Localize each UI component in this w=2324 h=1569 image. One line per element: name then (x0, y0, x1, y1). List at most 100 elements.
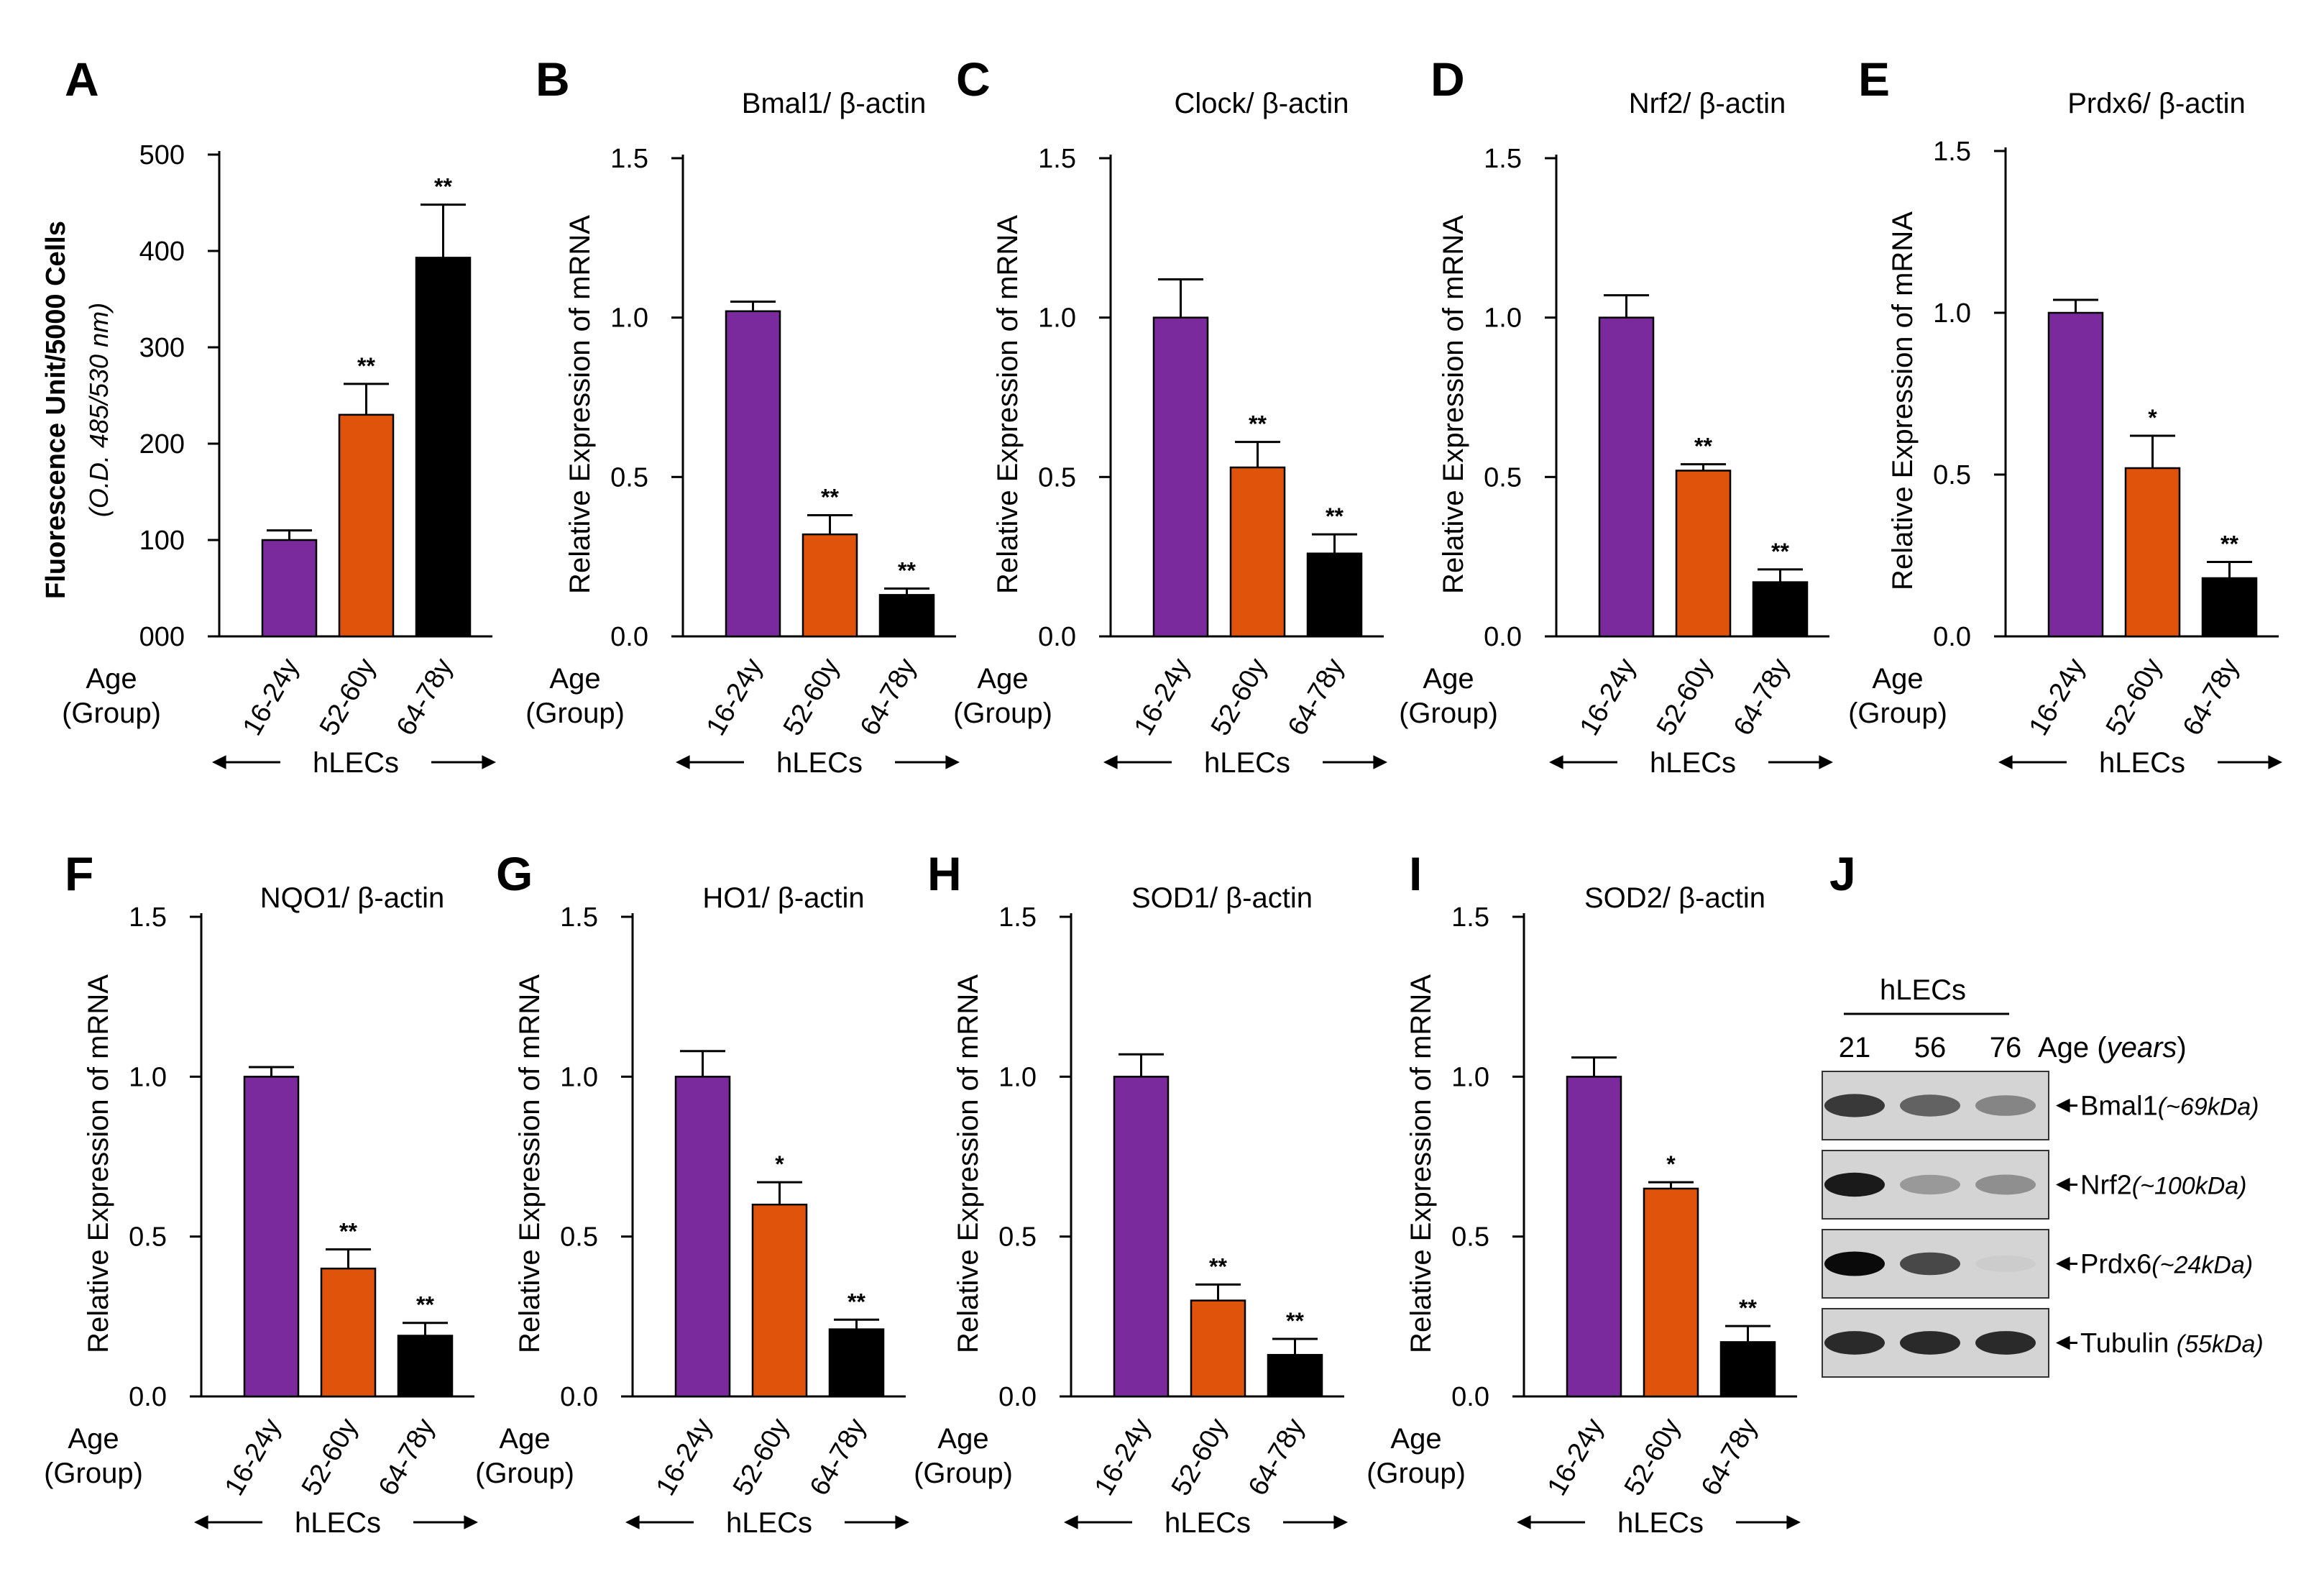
age-label: Age (499, 1423, 550, 1455)
y-axis-label: Relative Expression of mRNA (514, 974, 546, 1353)
lane-age-label: 76 (1990, 1032, 2022, 1063)
bar-64-78y (1306, 552, 1363, 638)
left-arrow-icon (625, 1515, 640, 1529)
significance-marker: ** (339, 1218, 357, 1244)
panel-label: B (536, 52, 570, 106)
group-label: (Group) (475, 1458, 574, 1489)
y-tick-label: 000 (139, 622, 185, 652)
y-tick-label: 0.5 (610, 462, 648, 493)
bar-16-24y (1598, 316, 1655, 638)
y-tick-label: 1.0 (1038, 303, 1076, 334)
y-axis-sublabel: (O.D. 485/530 nm) (84, 303, 114, 517)
left-arrow-icon (1517, 1515, 1531, 1529)
age-close-text: ) (2177, 1032, 2186, 1063)
y-tick-label: 300 (139, 333, 185, 363)
age-years-label: Age (years) (2038, 1032, 2187, 1063)
protein-size: (~69kDa) (2158, 1094, 2259, 1121)
y-tick-label: 0.5 (1484, 462, 1522, 493)
bar-64-78y (1267, 1353, 1323, 1398)
age-label-text: Age ( (2038, 1032, 2107, 1063)
y-axis-label: Relative Expression of mRNA (1438, 215, 1469, 594)
group-label: (Group) (1848, 697, 1947, 729)
y-tick-label: 1.0 (1484, 303, 1522, 334)
protein-size: (~100kDa) (2132, 1173, 2247, 1200)
group-label: (Group) (953, 697, 1052, 729)
band-arrow-icon (2056, 1177, 2070, 1192)
significance-marker: ** (848, 1289, 865, 1314)
cell-type-label: hLECs (1204, 747, 1290, 779)
y-tick-label: 1.5 (1451, 902, 1489, 933)
blot-band (1900, 1252, 1960, 1276)
protein-name: Nrf2 (2080, 1171, 2132, 1201)
significance-marker: ** (821, 485, 839, 511)
y-tick-label: 0.5 (1933, 460, 1971, 490)
left-arrow-icon (194, 1515, 208, 1529)
y-axis-label: Relative Expression of mRNA (992, 215, 1024, 594)
significance-marker: ** (1209, 1253, 1227, 1279)
protein-name: Tubulin (2080, 1329, 2177, 1359)
y-tick-label: 1.0 (998, 1062, 1037, 1092)
y-axis-label: Relative Expression of mRNA (952, 974, 984, 1353)
y-tick-label: 100 (139, 526, 185, 556)
chart-title: SOD2/ β-actin (1584, 882, 1765, 914)
bar-52-60y (1190, 1299, 1246, 1398)
significance-marker: ** (1739, 1295, 1757, 1321)
protein-name: Prdx6 (2080, 1250, 2151, 1280)
bar-64-78y (415, 257, 472, 638)
y-axis-label: Relative Expression of mRNA (1405, 974, 1437, 1353)
age-label: Age (68, 1423, 119, 1455)
bar-64-78y (828, 1328, 885, 1398)
left-arrow-icon (1064, 1515, 1078, 1529)
left-arrow-icon (1103, 755, 1118, 769)
panel-label: G (496, 847, 533, 900)
y-tick-label: 1.5 (998, 902, 1037, 933)
blot-band (1900, 1094, 1960, 1117)
chart-title: NQO1/ β-actin (260, 882, 444, 914)
right-arrow-icon (1786, 1515, 1801, 1529)
bar-16-24y (1113, 1076, 1170, 1398)
blot-band (1900, 1174, 1960, 1195)
y-tick-label: 1.0 (129, 1062, 167, 1092)
significance-marker: ** (434, 174, 452, 200)
cell-type-label: hLECs (295, 1507, 381, 1539)
significance-marker: ** (1249, 411, 1267, 437)
bar-16-24y (1152, 316, 1209, 638)
significance-marker: ** (416, 1292, 434, 1318)
significance-marker: ** (1694, 434, 1712, 459)
bar-16-24y (2047, 311, 2104, 638)
bar-16-24y (243, 1076, 300, 1398)
blot-band (1975, 1095, 2036, 1116)
cell-type-label: hLECs (776, 747, 863, 779)
band-label: Tubulin (55kDa) (2080, 1329, 2264, 1359)
age-label: Age (937, 1423, 988, 1455)
chart-panel-f: F NQO1/ β-actin 0.0 0.5 1.0 1.5 Relative Expre… (44, 847, 478, 1539)
bar-16-24y (674, 1076, 731, 1398)
y-tick-label: 1.5 (129, 902, 167, 933)
significance-marker: ** (1771, 539, 1789, 564)
y-tick-label: 1.0 (1451, 1062, 1489, 1092)
y-tick-label: 0.0 (1933, 622, 1971, 652)
y-tick-label: 1.0 (1933, 298, 1971, 329)
panel-label: E (1858, 52, 1890, 106)
protein-size: (~24kDa) (2151, 1252, 2253, 1279)
blot-band (1824, 1331, 1885, 1355)
band-label: Bmal1(~69kDa) (2080, 1092, 2259, 1122)
y-tick-label: 0.5 (560, 1222, 598, 1253)
right-arrow-icon (1373, 755, 1387, 769)
bar-64-78y (1719, 1341, 1776, 1398)
blot-band (1824, 1172, 1885, 1197)
y-axis-label: Fluorescence Unit/5000 Cells (41, 221, 71, 599)
band-arrow-icon (2056, 1256, 2070, 1271)
y-tick-label: 1.5 (610, 144, 648, 174)
chart-title: HO1/ β-actin (702, 882, 864, 914)
right-arrow-icon (945, 755, 960, 769)
significance-marker: ** (898, 558, 916, 584)
y-tick-label: 1.5 (1038, 144, 1076, 174)
right-arrow-icon (1819, 755, 1833, 769)
y-tick-label: 1.5 (560, 902, 598, 933)
right-arrow-icon (1333, 1515, 1348, 1529)
age-label: Age (977, 663, 1028, 695)
group-label: (Group) (1399, 697, 1498, 729)
protein-name: Bmal1 (2080, 1092, 2158, 1122)
age-label: Age (86, 663, 137, 695)
